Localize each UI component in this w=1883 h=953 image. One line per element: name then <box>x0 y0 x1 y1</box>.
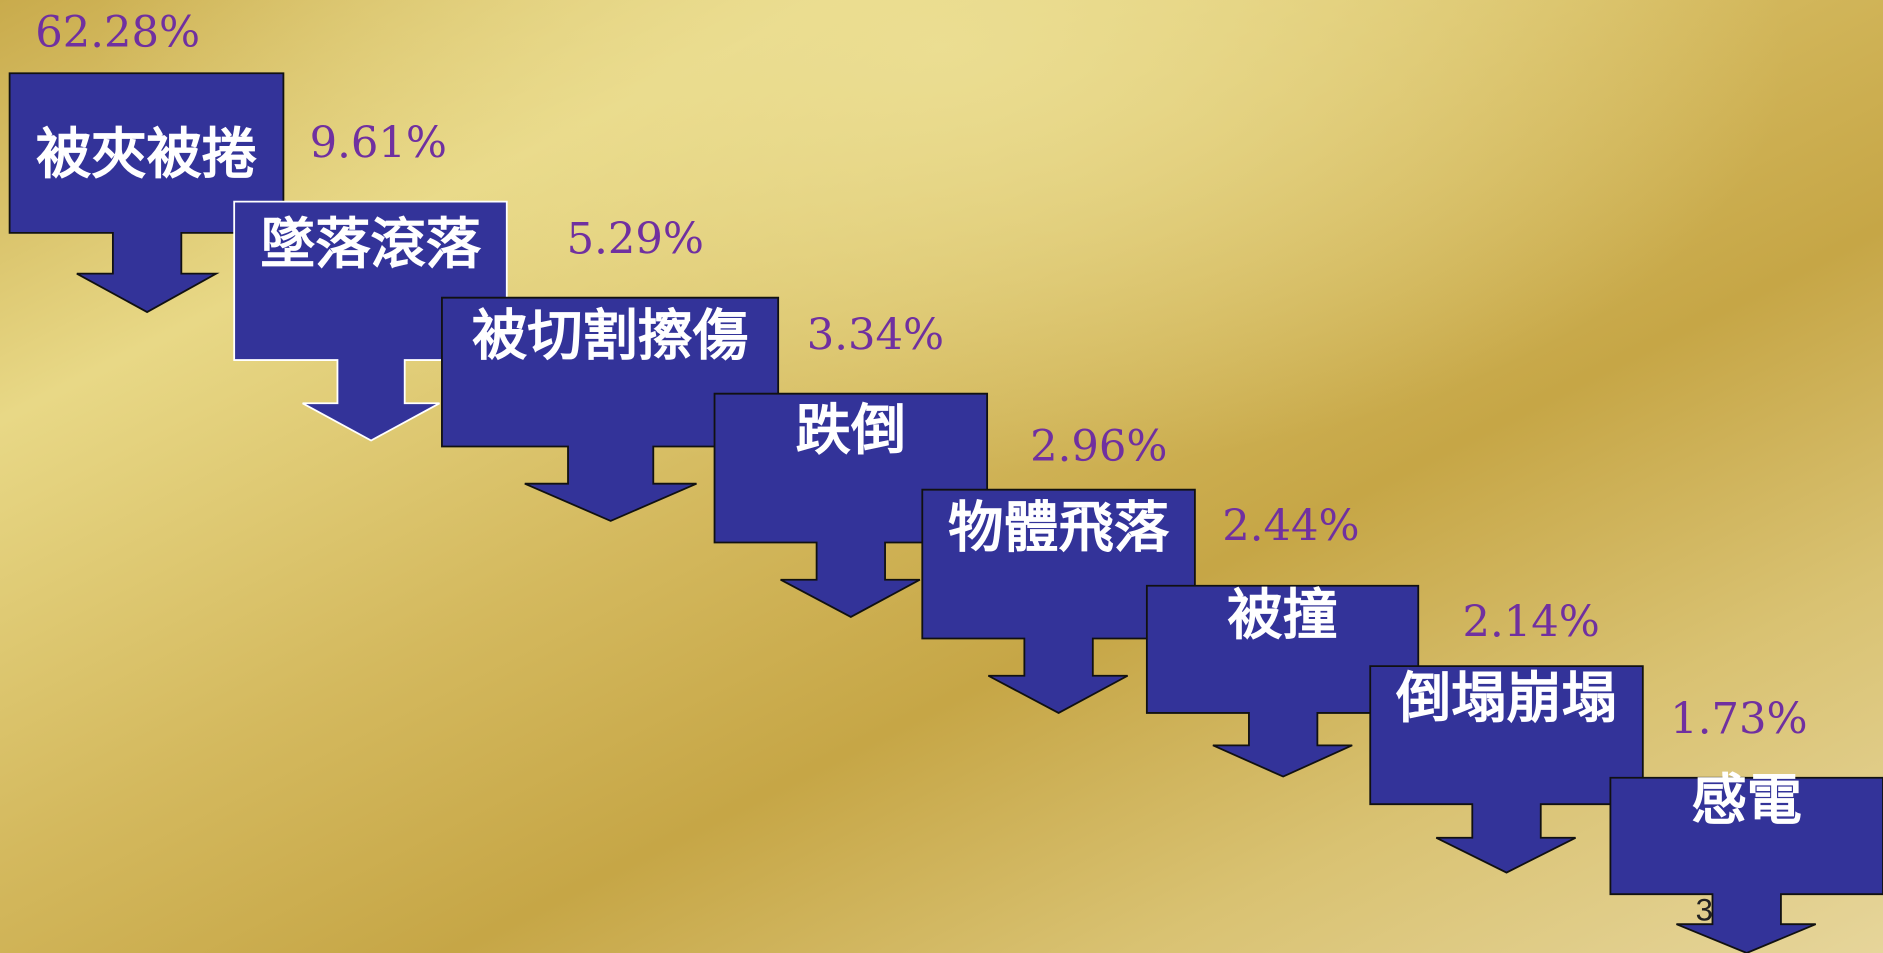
item-percent: 2.14% <box>1462 597 1599 647</box>
page-number: 3 <box>1696 893 1713 928</box>
item-percent: 9.61% <box>310 118 447 168</box>
item-label: 墜落滾落 <box>260 212 482 277</box>
arrow-callout <box>1609 776 1883 953</box>
item-percent: 1.73% <box>1670 695 1807 745</box>
item-percent: 62.28% <box>35 8 200 58</box>
item-percent: 5.29% <box>567 214 704 264</box>
item-label: 被撞 <box>1227 583 1337 648</box>
item-label: 倒塌崩塌 <box>1395 666 1617 731</box>
item-label: 感電 <box>1691 768 1801 833</box>
item-label: 跌倒 <box>796 398 906 463</box>
item-percent: 2.44% <box>1222 501 1359 551</box>
item-percent: 2.96% <box>1030 422 1167 472</box>
item-label: 被夾被捲 <box>36 122 257 187</box>
item-label: 物體飛落 <box>948 495 1170 560</box>
item-percent: 3.34% <box>807 310 944 360</box>
item-label: 被切割擦傷 <box>472 303 748 368</box>
